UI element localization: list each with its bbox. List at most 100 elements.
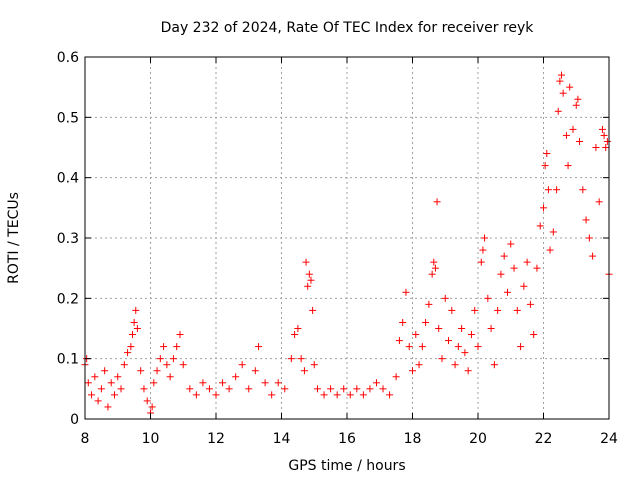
data-point <box>526 300 534 308</box>
data-point <box>536 222 544 230</box>
data-point <box>490 361 498 369</box>
data-point <box>143 397 151 405</box>
data-points <box>81 71 613 417</box>
data-point <box>132 306 140 314</box>
data-point <box>481 234 489 242</box>
x-axis-label: GPS time / hours <box>288 458 405 474</box>
data-point <box>592 144 600 151</box>
data-point <box>445 337 453 345</box>
data-point <box>500 252 508 260</box>
data-point <box>484 294 492 302</box>
data-point <box>541 162 549 170</box>
data-point <box>124 349 132 357</box>
data-point <box>494 306 502 314</box>
data-point <box>359 391 367 399</box>
data-point <box>603 137 611 145</box>
data-point <box>523 258 531 266</box>
y-tick-label: 0.6 <box>57 50 79 66</box>
data-point <box>415 361 423 369</box>
data-point <box>169 355 177 363</box>
data-point <box>225 385 233 393</box>
x-tick-label: 8 <box>81 431 90 447</box>
data-point <box>302 258 310 266</box>
data-point <box>428 270 436 278</box>
data-point <box>307 276 315 284</box>
chart-title: Day 232 of 2024, Rate Of TEC Index for r… <box>161 20 535 36</box>
data-point <box>232 373 240 381</box>
data-point <box>546 246 554 254</box>
data-point <box>510 264 518 272</box>
data-point <box>130 318 138 326</box>
y-tick-label: 0.3 <box>57 231 79 247</box>
data-point <box>507 240 515 248</box>
data-point <box>533 264 541 272</box>
data-point <box>574 95 582 103</box>
data-point <box>572 101 580 109</box>
data-point <box>120 361 128 369</box>
data-point <box>104 403 112 411</box>
y-tick-label: 0.1 <box>57 352 79 368</box>
data-point <box>497 270 505 278</box>
data-point <box>309 306 317 314</box>
data-point <box>297 355 305 363</box>
data-point <box>156 355 164 363</box>
data-point <box>117 385 125 393</box>
data-point <box>212 391 220 399</box>
data-point <box>101 367 109 375</box>
data-point <box>549 228 557 236</box>
data-point <box>431 264 439 272</box>
data-point <box>133 325 141 332</box>
y-tick-label: 0.4 <box>57 171 79 187</box>
data-point <box>503 288 511 296</box>
data-point <box>294 325 302 332</box>
data-point <box>454 343 462 351</box>
data-point <box>110 391 118 399</box>
data-point <box>556 77 564 85</box>
axis-ticks <box>84 56 610 420</box>
data-point <box>435 325 443 332</box>
data-point <box>544 186 552 194</box>
data-point <box>409 367 416 375</box>
data-point <box>422 318 430 326</box>
data-point <box>487 325 495 332</box>
x-tick-label: 20 <box>469 431 487 447</box>
data-point <box>333 391 341 399</box>
data-point <box>219 379 227 387</box>
data-point <box>418 343 426 351</box>
data-point <box>166 373 174 381</box>
data-point <box>340 385 348 393</box>
data-point <box>366 385 374 393</box>
data-point <box>395 337 403 345</box>
data-point <box>176 331 184 339</box>
y-tick-label: 0.2 <box>57 291 79 307</box>
data-point <box>114 373 122 381</box>
data-point <box>353 385 361 393</box>
data-point <box>412 331 420 339</box>
y-tick-label: 0 <box>70 412 79 428</box>
data-point <box>160 343 168 351</box>
data-point <box>84 379 92 387</box>
data-point <box>372 379 380 387</box>
data-point <box>405 343 413 351</box>
data-point <box>543 150 551 158</box>
data-point <box>238 361 246 369</box>
data-point <box>107 379 115 387</box>
x-tick-label: 24 <box>600 431 618 447</box>
grid-lines <box>85 57 609 419</box>
data-point <box>91 373 99 381</box>
data-point <box>569 125 577 133</box>
data-point <box>150 379 158 387</box>
data-point <box>467 331 475 339</box>
data-point <box>268 391 276 399</box>
data-point <box>600 131 608 139</box>
data-point <box>540 204 547 212</box>
data-point <box>379 385 387 393</box>
data-point <box>595 198 603 206</box>
data-point <box>602 144 610 151</box>
data-point <box>513 306 521 314</box>
data-point <box>305 270 313 278</box>
data-point <box>199 379 207 387</box>
data-point <box>137 367 145 375</box>
x-tick-label: 22 <box>535 431 553 447</box>
